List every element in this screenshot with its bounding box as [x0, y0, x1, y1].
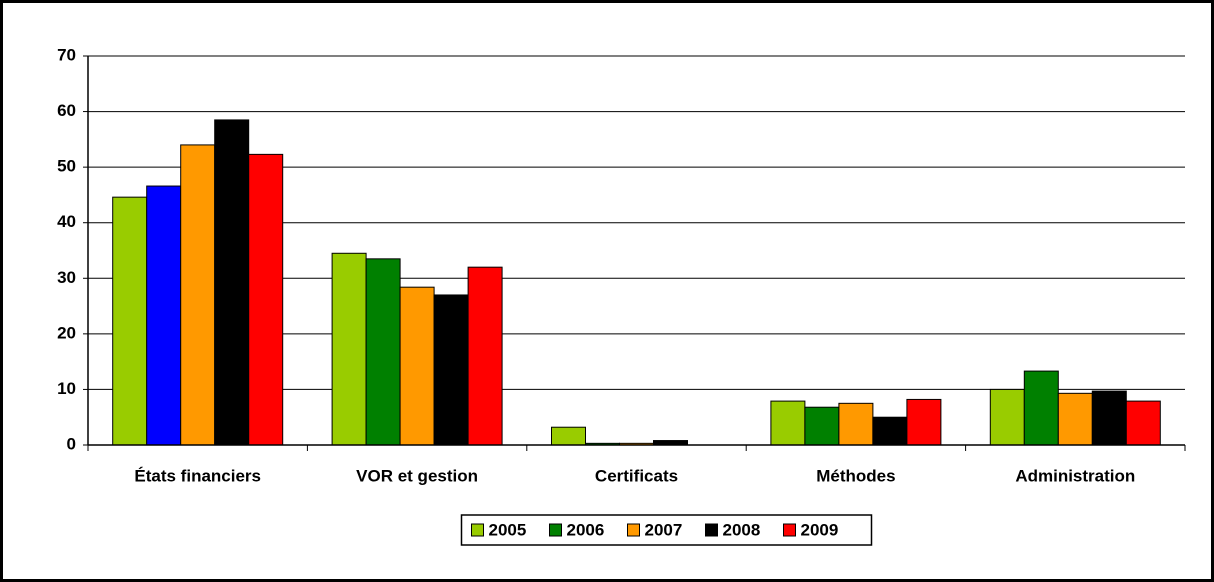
bar [112, 196, 148, 446]
bar [180, 144, 216, 446]
legend-swatch [627, 523, 640, 537]
y-tick-label: 60 [57, 101, 76, 120]
legend-swatch [783, 523, 796, 537]
y-tick-label: 20 [57, 323, 76, 342]
bar [1023, 370, 1059, 446]
x-tick-label: Administration [1015, 466, 1135, 485]
bar [551, 426, 586, 446]
legend-label: 2006 [567, 520, 605, 539]
legend-label: 2005 [489, 520, 527, 539]
y-tick-label: 40 [57, 212, 76, 231]
x-tick-label: Méthodes [816, 466, 895, 485]
legend-label: 2009 [801, 520, 839, 539]
bar [1057, 392, 1093, 446]
legend-label: 2008 [723, 520, 761, 539]
y-tick-label: 50 [57, 157, 76, 176]
y-tick-label: 0 [67, 434, 76, 453]
x-tick-label: VOR et gestion [356, 466, 478, 485]
y-tick-label: 70 [57, 45, 76, 64]
bar [906, 398, 942, 446]
bar [1091, 390, 1127, 446]
bar [248, 153, 284, 446]
legend-box [460, 514, 873, 546]
bar [331, 252, 367, 446]
bar [872, 416, 908, 446]
bar [467, 266, 503, 446]
x-tick-label: Certificats [595, 466, 678, 485]
legend-swatch [705, 523, 718, 537]
bar [399, 286, 435, 446]
bar [838, 402, 874, 446]
y-tick-label: 10 [57, 379, 76, 398]
legend-swatch [471, 523, 484, 537]
bar [770, 400, 806, 446]
bar [989, 388, 1025, 446]
y-tick-label: 30 [57, 268, 76, 287]
bar [214, 119, 250, 446]
x-tick-label: États financiers [134, 466, 261, 485]
bar [365, 258, 401, 446]
bar [804, 406, 840, 446]
bar [1125, 400, 1161, 446]
legend-swatch [549, 523, 562, 537]
bar [433, 294, 469, 446]
bar [146, 185, 182, 446]
legend-label: 2007 [645, 520, 683, 539]
